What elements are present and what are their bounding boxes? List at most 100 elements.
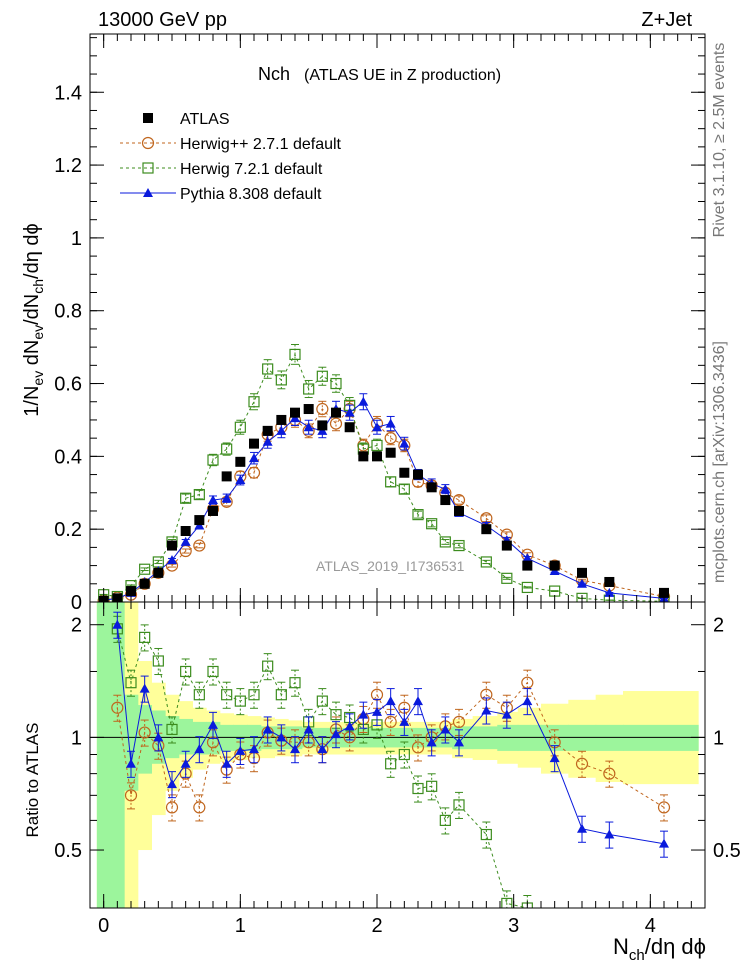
- ratio-herwigpp-point: [411, 741, 425, 754]
- main-y-tick-label: 0.8: [54, 301, 82, 323]
- main-herwig7-point: [275, 374, 287, 386]
- ratio-herwigpp-point: [193, 801, 206, 814]
- main-y-tick-label: 0.6: [54, 374, 82, 396]
- main-pythia-line: [103, 400, 665, 601]
- ratio-pythia-point: [208, 719, 218, 729]
- main-atlas-point: [290, 407, 300, 418]
- main-pythia-point: [235, 475, 246, 485]
- ratio-herwig7-point: [330, 709, 342, 721]
- uncertainty-band-inner: [568, 724, 597, 751]
- main-herwigpp-point: [247, 466, 261, 479]
- main-atlas-point: [276, 414, 287, 425]
- main-atlas-point: [194, 515, 205, 526]
- ratio-herwig7-point: [248, 689, 260, 701]
- ratio-pythia-point: [317, 744, 328, 754]
- ratio-y-tick-label-right: 1: [713, 727, 724, 749]
- main-herwigpp-point: [384, 432, 397, 445]
- main-pythia-point: [249, 453, 259, 463]
- ratio-herwigpp-point: [384, 715, 397, 728]
- uncertainty-band-inner: [517, 724, 542, 751]
- ratio-herwigpp-point: [575, 757, 589, 770]
- legend-pythia-marker: [143, 188, 153, 197]
- main-y-tick-label: 1.2: [54, 155, 82, 177]
- main-pythia-point: [522, 553, 533, 563]
- main-pythia-point: [604, 587, 615, 597]
- main-atlas-point: [481, 524, 492, 535]
- main-herwigpp-point: [452, 493, 466, 507]
- main-pythia-point: [358, 396, 369, 406]
- main-pythia-point: [180, 536, 191, 546]
- main-herwigpp-point: [316, 402, 329, 416]
- ratio-herwig7-point: [289, 677, 301, 689]
- analysis-watermark: ATLAS_2019_I1736531: [316, 558, 465, 574]
- main-herwigpp-line: [103, 408, 665, 601]
- main-herwig7-point: [480, 556, 492, 568]
- legend: ATLAS Herwig++ 2.7.1 default Herwig 7.2.1 …: [120, 111, 342, 203]
- main-herwig7-point: [371, 439, 383, 452]
- ratio-herwigpp-point: [138, 726, 151, 739]
- main-atlas-point: [426, 482, 437, 493]
- main-atlas-point: [454, 505, 464, 516]
- ratio-pythia-point: [604, 829, 615, 839]
- header-process-label: Z+Jet: [641, 9, 692, 31]
- main-pythia-point: [385, 418, 396, 428]
- main-atlas-point: [413, 469, 423, 480]
- main-atlas-point: [501, 540, 512, 551]
- main-herwig7-point: [193, 488, 205, 501]
- ratio-pythia-point: [249, 744, 259, 754]
- ratio-y-tick-label: 0.5: [54, 840, 82, 862]
- ratio-y-axis-label: Ratio to ATLAS: [23, 723, 42, 838]
- ratio-herwig7-point: [234, 695, 246, 707]
- main-atlas-point: [372, 451, 382, 462]
- ratio-pythia-point: [194, 744, 205, 754]
- ratio-herwigpp-point: [111, 701, 124, 714]
- ratio-herwig7-point: [262, 660, 274, 672]
- ratio-y-tick-label: 2: [71, 615, 82, 637]
- legend-atlas-marker: [143, 113, 153, 123]
- main-atlas-point: [399, 467, 410, 478]
- ratio-herwigpp-point: [124, 789, 138, 802]
- main-atlas-point: [180, 526, 191, 536]
- ratio-pythia-point: [139, 683, 150, 693]
- plot-subtitle: (ATLAS UE in Z production): [304, 67, 501, 84]
- main-pythia-point: [372, 422, 382, 432]
- legend-herwigpp-marker: [141, 136, 155, 150]
- uncertainty-band-inner: [137, 705, 152, 774]
- main-atlas-point: [385, 447, 396, 458]
- ratio-pythia-point: [167, 779, 177, 789]
- legend-herwigpp-label: Herwig++ 2.7.1 default: [180, 136, 342, 153]
- main-atlas-point: [153, 567, 164, 578]
- ratio-pythia-point: [221, 758, 232, 768]
- ratio-pythia-point: [262, 724, 273, 734]
- ratio-pythia-point: [153, 732, 164, 742]
- ratio-pythia-point: [180, 758, 191, 768]
- main-herwig7-point: [521, 581, 533, 594]
- ratio-herwig7-point: [412, 782, 424, 795]
- main-herwig7-point: [501, 572, 513, 584]
- main-herwig7-point: [303, 383, 315, 395]
- ratio-frame: [89, 601, 706, 909]
- main-atlas-point: [331, 407, 341, 418]
- x-tick-label: 0: [98, 915, 109, 937]
- ratio-y-tick-label-right: 2: [713, 615, 724, 637]
- legend-atlas-label: ATLAS: [180, 111, 230, 128]
- main-herwig7-point: [316, 370, 328, 382]
- main-pythia-point: [262, 436, 273, 446]
- ratio-herwig7-point: [152, 655, 164, 667]
- main-atlas-point: [317, 420, 328, 431]
- ratio-herwigpp-line: [116, 681, 665, 810]
- main-y-tick-label: 0: [71, 592, 82, 614]
- uncertainty-band-inner: [623, 724, 699, 751]
- main-y-tick-label: 1: [71, 228, 82, 250]
- ratio-pythia-point: [399, 716, 410, 726]
- main-atlas-point: [262, 425, 273, 436]
- ratio-pythia-point: [126, 758, 136, 768]
- uncertainty-band-inner: [110, 602, 125, 908]
- ratio-herwig7-point: [193, 689, 205, 701]
- ratio-pythia-point: [522, 696, 533, 706]
- main-atlas-point: [659, 587, 669, 598]
- main-herwig7-point: [398, 483, 410, 495]
- ratio-pythia-point: [358, 709, 369, 719]
- main-pythia-point: [303, 422, 314, 432]
- main-herwig7-point: [289, 348, 301, 361]
